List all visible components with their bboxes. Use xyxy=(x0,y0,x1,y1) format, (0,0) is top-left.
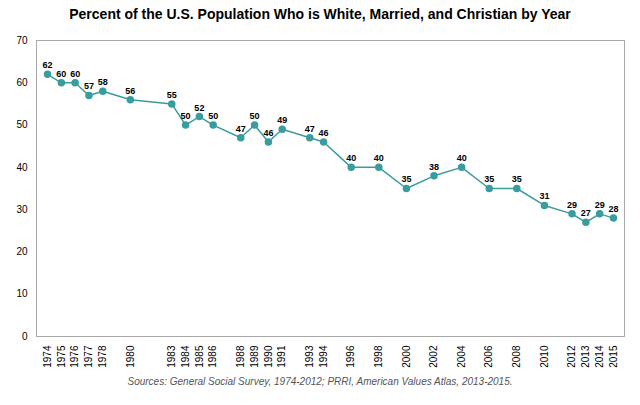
svg-text:70: 70 xyxy=(16,35,28,46)
svg-text:50: 50 xyxy=(16,119,28,130)
svg-text:2010: 2010 xyxy=(539,345,550,368)
svg-text:1996: 1996 xyxy=(345,345,356,368)
svg-text:30: 30 xyxy=(16,204,28,215)
svg-text:1984: 1984 xyxy=(180,345,191,368)
svg-text:58: 58 xyxy=(98,77,108,87)
svg-text:1975: 1975 xyxy=(56,345,67,368)
svg-text:1993: 1993 xyxy=(304,345,315,368)
svg-text:38: 38 xyxy=(429,162,439,172)
svg-text:57: 57 xyxy=(84,81,94,91)
svg-text:50: 50 xyxy=(181,111,191,121)
svg-text:1978: 1978 xyxy=(97,345,108,368)
svg-text:60: 60 xyxy=(70,69,80,79)
svg-text:1990: 1990 xyxy=(263,345,274,368)
svg-text:35: 35 xyxy=(484,174,494,184)
svg-text:28: 28 xyxy=(608,204,618,214)
svg-text:52: 52 xyxy=(194,102,204,112)
svg-text:2012: 2012 xyxy=(566,345,577,368)
svg-text:47: 47 xyxy=(305,124,315,134)
svg-text:1985: 1985 xyxy=(194,345,205,368)
svg-text:55: 55 xyxy=(167,90,177,100)
svg-text:50: 50 xyxy=(208,111,218,121)
svg-text:29: 29 xyxy=(595,200,605,210)
svg-text:2013: 2013 xyxy=(580,345,591,368)
svg-text:50: 50 xyxy=(250,111,260,121)
svg-text:46: 46 xyxy=(263,128,273,138)
svg-text:62: 62 xyxy=(43,60,53,70)
svg-text:56: 56 xyxy=(125,86,135,96)
html-text:Sources: General Social Survey: Sources: General Social Survey, 1974-201… xyxy=(127,376,513,387)
svg-text:1994: 1994 xyxy=(318,345,329,368)
svg-text:40: 40 xyxy=(16,162,28,173)
svg-text:2014: 2014 xyxy=(594,345,605,368)
svg-text:1998: 1998 xyxy=(373,345,384,368)
svg-text:20: 20 xyxy=(16,246,28,257)
svg-text:40: 40 xyxy=(374,153,384,163)
svg-text:1986: 1986 xyxy=(207,345,218,368)
svg-text:40: 40 xyxy=(346,153,356,163)
svg-text:10: 10 xyxy=(16,288,28,299)
svg-text:31: 31 xyxy=(539,191,549,201)
svg-text:2004: 2004 xyxy=(456,345,467,368)
svg-text:1988: 1988 xyxy=(235,345,246,368)
svg-text:60: 60 xyxy=(16,77,28,88)
svg-text:27: 27 xyxy=(581,208,591,218)
svg-text:1980: 1980 xyxy=(125,345,136,368)
svg-text:0: 0 xyxy=(22,331,28,342)
svg-text:1976: 1976 xyxy=(69,345,80,368)
svg-text:29: 29 xyxy=(567,200,577,210)
svg-text:2008: 2008 xyxy=(511,345,522,368)
svg-text:47: 47 xyxy=(236,124,246,134)
html-text:Percent of the U.S. Population: Percent of the U.S. Population Who is Wh… xyxy=(69,6,571,22)
svg-text:2006: 2006 xyxy=(483,345,494,368)
svg-text:35: 35 xyxy=(401,174,411,184)
svg-text:2015: 2015 xyxy=(608,345,619,368)
svg-text:1974: 1974 xyxy=(42,345,53,368)
svg-text:40: 40 xyxy=(457,153,467,163)
svg-text:60: 60 xyxy=(56,69,66,79)
svg-text:2000: 2000 xyxy=(401,345,412,368)
svg-text:35: 35 xyxy=(512,174,522,184)
svg-text:46: 46 xyxy=(319,128,329,138)
svg-text:1977: 1977 xyxy=(83,345,94,368)
svg-text:1989: 1989 xyxy=(249,345,260,368)
svg-text:2002: 2002 xyxy=(428,345,439,368)
svg-text:1991: 1991 xyxy=(276,345,287,368)
svg-text:49: 49 xyxy=(277,115,287,125)
svg-text:1983: 1983 xyxy=(166,345,177,368)
